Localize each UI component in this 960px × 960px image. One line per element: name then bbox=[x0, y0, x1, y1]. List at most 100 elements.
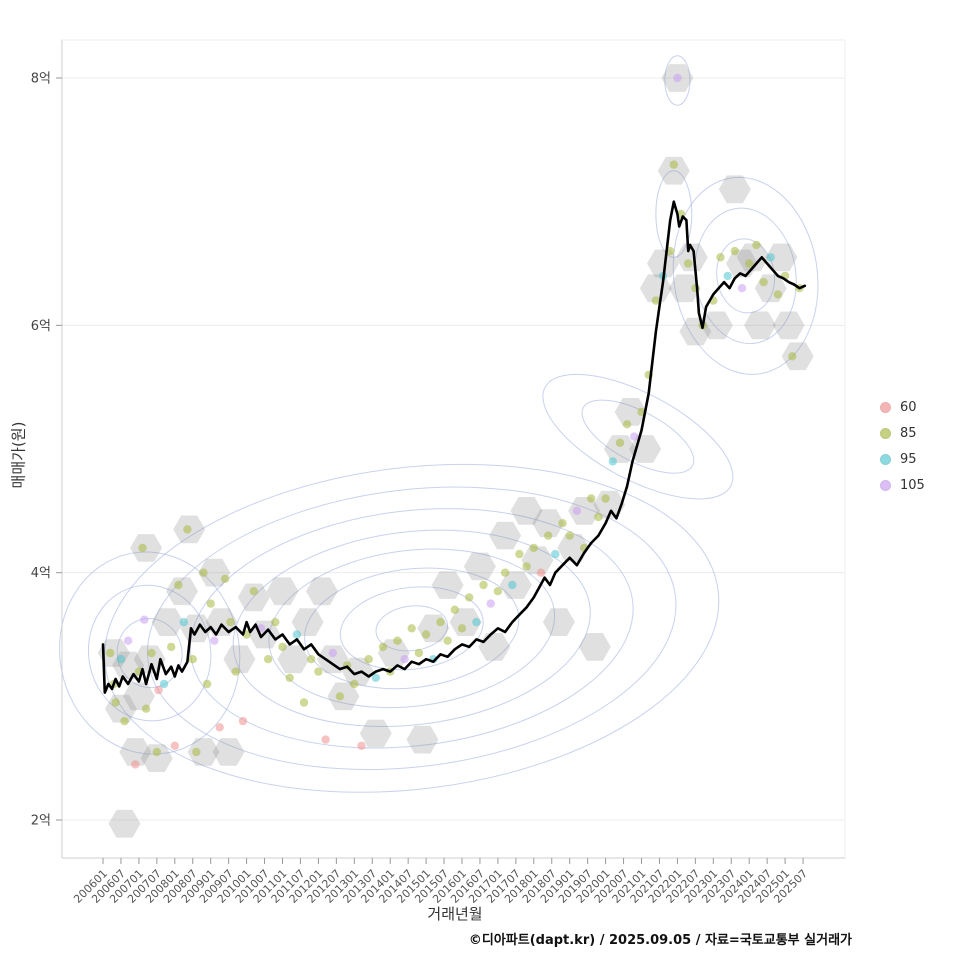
scatter-point-85 bbox=[752, 240, 761, 250]
scatter-point-85 bbox=[393, 636, 402, 645]
hexbin-cell bbox=[119, 738, 152, 766]
hexbin-cell bbox=[578, 633, 611, 661]
scatter-point-85 bbox=[138, 543, 147, 553]
scatter-point-85 bbox=[493, 587, 503, 596]
scatter-point-95 bbox=[179, 617, 188, 627]
scatter-point-85 bbox=[364, 655, 373, 664]
hexbin-cell bbox=[604, 435, 636, 463]
scatter-point-85 bbox=[285, 673, 294, 682]
scatter-point-85 bbox=[788, 352, 797, 361]
scatter-point-85 bbox=[106, 648, 115, 658]
scatter-point-85 bbox=[314, 667, 323, 676]
scatter-point-85 bbox=[147, 648, 156, 658]
legend-item-60: 60 bbox=[880, 400, 925, 415]
scatter-point-85 bbox=[759, 277, 768, 287]
scatter-point-85 bbox=[414, 648, 424, 658]
y-axis-title: 매매가(원) bbox=[9, 421, 28, 489]
scatter-point-85 bbox=[220, 574, 230, 583]
hexbin-cell bbox=[187, 738, 220, 766]
hexbin-cell bbox=[151, 608, 184, 636]
axes bbox=[61, 39, 846, 859]
density-contour-lines bbox=[59, 55, 819, 793]
scatter-point-85 bbox=[684, 259, 693, 268]
scatter-point-85 bbox=[443, 636, 452, 645]
scatter-point-60 bbox=[215, 723, 224, 732]
scatter-point-85 bbox=[271, 617, 280, 627]
scatter-point-95 bbox=[608, 457, 617, 466]
legend-label-60: 60 bbox=[900, 400, 917, 415]
scatter-point-85 bbox=[206, 599, 215, 608]
scatter-point-85 bbox=[421, 630, 431, 639]
scatter-point-85 bbox=[202, 679, 212, 689]
hexbin-cell bbox=[180, 614, 213, 643]
hexbin-cell bbox=[122, 682, 155, 711]
scatter-point-85 bbox=[615, 438, 625, 447]
scatter-point-95 bbox=[292, 630, 302, 639]
hexbin-cell bbox=[568, 497, 601, 525]
scatter-point-60 bbox=[321, 735, 330, 744]
hexbin-cell bbox=[668, 274, 701, 303]
hexbin-cell bbox=[478, 633, 511, 661]
scatter-point-85 bbox=[730, 246, 739, 256]
scatter-point-105 bbox=[673, 73, 682, 83]
scatter-point-60 bbox=[238, 716, 248, 726]
hexbin-cell bbox=[316, 645, 349, 674]
scatter-point-85 bbox=[669, 160, 678, 169]
legend-item-105: 105 bbox=[880, 478, 925, 493]
y-tick-label: 6억 bbox=[31, 319, 51, 334]
scatter-point-85 bbox=[278, 642, 287, 652]
legend-dot-60-icon bbox=[880, 402, 891, 413]
hexbin-cell bbox=[542, 608, 575, 636]
scatter-point-95 bbox=[723, 271, 732, 281]
scatter-point-85 bbox=[565, 531, 574, 540]
scatter-point-85 bbox=[263, 655, 273, 664]
scatter-point-85 bbox=[120, 716, 129, 726]
scatter-point-85 bbox=[436, 617, 445, 627]
hexbin-cell bbox=[237, 583, 270, 612]
hexbin-cell bbox=[277, 645, 310, 674]
hexbin-cell bbox=[108, 809, 141, 838]
scatter-point-85 bbox=[651, 296, 661, 305]
x-axis: 2006012006072007012007072008012008072009… bbox=[71, 858, 810, 906]
scatter-point-85 bbox=[587, 494, 596, 503]
scatter-point-85 bbox=[378, 642, 388, 652]
hexbin-cell bbox=[772, 311, 805, 340]
hexbin-cell bbox=[223, 645, 256, 674]
hexbin-cell bbox=[718, 175, 751, 204]
scatter-point-85 bbox=[141, 704, 151, 713]
scatter-point-85 bbox=[407, 624, 416, 633]
scatter-point-85 bbox=[622, 420, 632, 429]
hexbin-cell bbox=[557, 534, 590, 562]
hexbin-cell bbox=[781, 342, 814, 371]
scatter-point-85 bbox=[745, 259, 754, 268]
hexbin-cell bbox=[212, 738, 245, 766]
scatter-point-85 bbox=[249, 587, 258, 596]
hexbin-cell bbox=[489, 521, 522, 550]
hexbin-cell bbox=[291, 608, 324, 636]
hexbin-cell bbox=[765, 243, 798, 272]
scatter-point-85 bbox=[299, 698, 309, 707]
hexbin-cell bbox=[449, 608, 482, 636]
gridlines bbox=[62, 77, 845, 821]
scatter-point-85 bbox=[183, 525, 192, 534]
hexbin-cell bbox=[140, 744, 173, 772]
scatter-point-105 bbox=[737, 284, 747, 293]
scatter-point-85 bbox=[558, 519, 567, 528]
hexbin-cell bbox=[532, 509, 565, 538]
scatter-point-85 bbox=[192, 747, 201, 757]
legend-label-85: 85 bbox=[900, 426, 917, 441]
scatter-point-105 bbox=[572, 506, 582, 515]
hexbin-cell bbox=[744, 311, 776, 340]
legend-label-95: 95 bbox=[900, 452, 917, 467]
scatter-point-85 bbox=[479, 580, 488, 590]
scatter-point-85 bbox=[457, 624, 467, 633]
scatter-point-60 bbox=[357, 741, 366, 750]
scatter-point-95 bbox=[159, 679, 169, 689]
legend-dot-105-icon bbox=[880, 480, 891, 491]
scatter-point-95 bbox=[766, 253, 775, 262]
hexbin-cell bbox=[266, 577, 299, 606]
scatter-point-85 bbox=[450, 605, 459, 614]
legend-item-85: 85 bbox=[880, 426, 925, 441]
scatter-point-60 bbox=[131, 760, 140, 769]
